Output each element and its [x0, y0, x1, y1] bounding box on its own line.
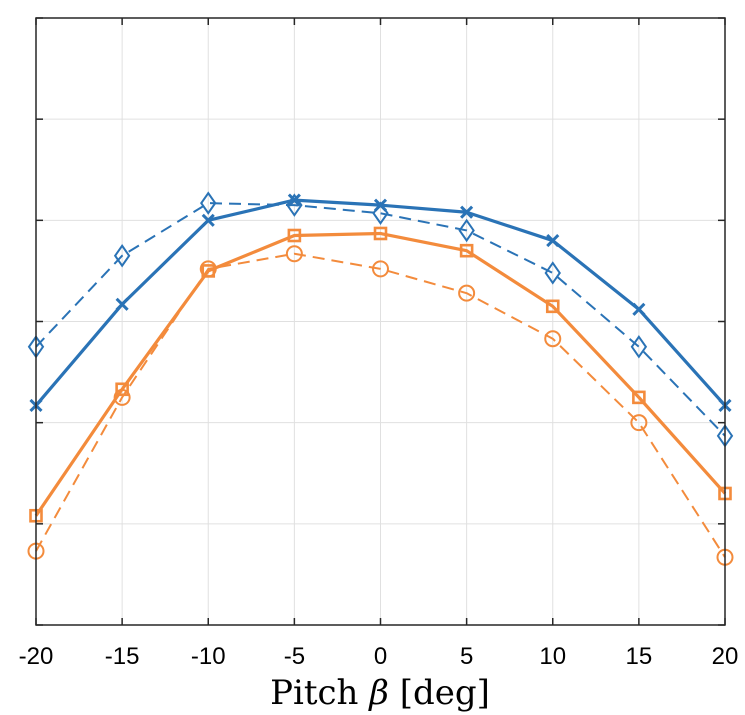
series-2-line	[35, 202, 726, 437]
data-point-square	[459, 243, 474, 258]
x-axis-label-suffix: [deg]	[389, 673, 490, 713]
data-point-diamond	[200, 191, 217, 215]
data-point-square	[373, 226, 388, 241]
data-point-x	[632, 302, 646, 316]
data-point-circle	[458, 284, 476, 302]
series-4-line	[35, 252, 726, 558]
data-point-x	[287, 193, 301, 207]
x-axis-label-prefix: Pitch	[270, 673, 369, 713]
data-point-circle	[372, 260, 389, 278]
x-tick-label: 20	[712, 643, 739, 670]
data-point-circle	[285, 245, 303, 263]
data-point-circle	[544, 330, 562, 348]
series-2	[27, 191, 734, 448]
data-point-circle	[199, 260, 217, 278]
x-tick-label: 15	[626, 643, 653, 670]
x-tick-label: 10	[539, 643, 566, 670]
data-point-diamond	[458, 218, 475, 243]
data-point-diamond	[113, 243, 131, 268]
data-point-diamond	[544, 261, 561, 285]
data-point-x	[546, 234, 560, 248]
series-layer	[27, 191, 734, 566]
data-point-circle	[113, 388, 131, 406]
data-point-square	[115, 382, 129, 397]
x-tick-label: -20	[19, 643, 54, 670]
x-axis-label-symbol: β	[367, 673, 389, 713]
grid	[35, 17, 726, 626]
x-tick-label: 0	[374, 643, 387, 670]
data-point-x	[460, 205, 474, 219]
tick-labels: -20 -15 -10 -5 0 5 10 15 20	[19, 643, 739, 670]
data-point-diamond	[630, 335, 648, 359]
data-point-diamond	[372, 201, 389, 225]
data-point-square	[287, 228, 302, 243]
series-3-line	[34, 231, 727, 517]
data-point-x	[115, 297, 129, 311]
series-4	[27, 245, 734, 566]
x-tick-label: -15	[105, 643, 140, 670]
x-tick-label: -10	[191, 643, 226, 670]
data-point-square	[545, 299, 560, 314]
data-point-diamond	[286, 193, 303, 217]
data-point-x	[201, 213, 215, 227]
x-tick-label: -5	[284, 643, 305, 670]
series-3	[29, 226, 732, 523]
data-point-square	[632, 390, 646, 405]
x-tick-label: 5	[460, 643, 473, 670]
tick-marks	[35, 17, 726, 626]
x-axis-label: Pitch β [deg]	[270, 673, 490, 713]
data-point-circle	[630, 414, 648, 432]
